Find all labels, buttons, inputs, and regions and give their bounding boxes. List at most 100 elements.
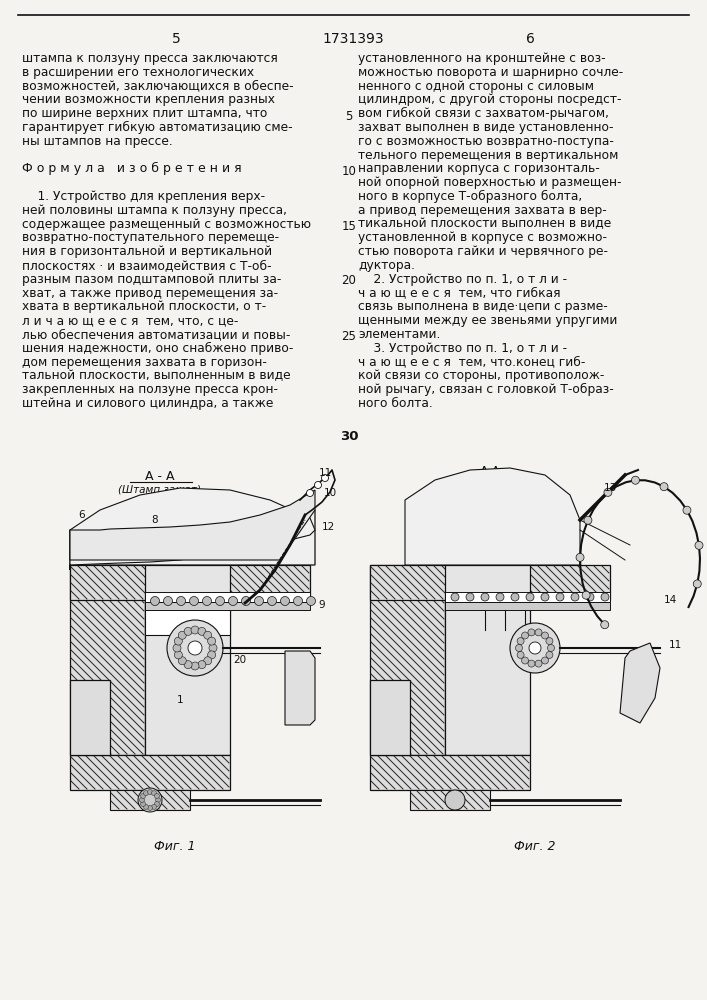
Text: щенными между ее звеньями упругими: щенными между ее звеньями упругими: [358, 314, 617, 327]
Circle shape: [695, 541, 703, 549]
Circle shape: [178, 631, 186, 639]
Circle shape: [208, 651, 216, 659]
Circle shape: [631, 476, 639, 484]
Bar: [445, 592, 610, 602]
Text: 8: 8: [152, 515, 158, 525]
Circle shape: [522, 657, 529, 664]
Text: 1. Устройство для крепления верх-: 1. Устройство для крепления верх-: [22, 190, 265, 203]
Circle shape: [144, 791, 148, 796]
Text: ния в горизонтальной и вертикальной: ния в горизонтальной и вертикальной: [22, 245, 272, 258]
Bar: [445, 565, 530, 755]
Text: возвратно-поступательного перемеще-: возвратно-поступательного перемеще-: [22, 231, 279, 244]
Circle shape: [198, 627, 206, 635]
Circle shape: [209, 644, 217, 652]
Text: Ф о р м у л а   и з о б р е т е н и я: Ф о р м у л а и з о б р е т е н и я: [22, 162, 242, 175]
Circle shape: [189, 596, 199, 605]
Text: ненного с одной стороны с силовым: ненного с одной стороны с силовым: [358, 80, 594, 93]
Text: 6: 6: [78, 510, 86, 520]
Circle shape: [204, 657, 211, 665]
Circle shape: [601, 621, 609, 629]
Circle shape: [542, 657, 549, 664]
Text: 5: 5: [345, 110, 353, 123]
Text: Фиг. 1: Фиг. 1: [154, 840, 196, 853]
Circle shape: [177, 596, 185, 605]
Text: ч а ю щ е е с я  тем, что гибкая: ч а ю щ е е с я тем, что гибкая: [358, 287, 561, 300]
Circle shape: [175, 637, 182, 645]
Text: ного болта.: ного болта.: [358, 397, 433, 410]
Text: тальной плоскости, выполненным в виде: тальной плоскости, выполненным в виде: [22, 369, 291, 382]
Circle shape: [148, 806, 153, 810]
Circle shape: [151, 791, 156, 796]
Circle shape: [141, 802, 146, 806]
Circle shape: [601, 593, 609, 601]
Text: можностью поворота и шарнирно сочле-: можностью поворота и шарнирно сочле-: [358, 66, 624, 79]
Circle shape: [184, 661, 192, 669]
Bar: [70, 680, 110, 755]
Circle shape: [541, 593, 549, 601]
Circle shape: [451, 593, 459, 601]
Text: 1: 1: [177, 695, 183, 705]
Text: связь выполнена в виде·цепи с разме-: связь выполнена в виде·цепи с разме-: [358, 300, 608, 313]
Text: гарантирует гибкую автоматизацию сме-: гарантирует гибкую автоматизацию сме-: [22, 121, 293, 134]
Circle shape: [315, 482, 322, 488]
Text: содержащее размещенный с возможностью: содержащее размещенный с возможностью: [22, 218, 311, 231]
Text: штампа к ползуну пресса заключаются: штампа к ползуну пресса заключаются: [22, 52, 278, 65]
Text: хват, а также привод перемещения за-: хват, а также привод перемещения за-: [22, 287, 278, 300]
Polygon shape: [70, 510, 315, 565]
Circle shape: [208, 637, 216, 645]
Circle shape: [154, 802, 159, 806]
Circle shape: [526, 593, 534, 601]
Text: 20: 20: [341, 274, 356, 287]
Circle shape: [511, 593, 519, 601]
Bar: [145, 602, 310, 610]
Circle shape: [535, 629, 542, 636]
Circle shape: [188, 641, 202, 655]
Text: л и ч а ю щ е е с я  тем, что, с це-: л и ч а ю щ е е с я тем, что, с це-: [22, 314, 238, 327]
Text: тикальной плоскости выполнен в виде: тикальной плоскости выполнен в виде: [358, 218, 612, 231]
Text: 11: 11: [668, 640, 682, 650]
Text: ной рычагу, связан с головкой Т-образ-: ной рычагу, связан с головкой Т-образ-: [358, 383, 614, 396]
Text: (Штамп разжат): (Штамп разжат): [445, 479, 534, 489]
Circle shape: [191, 662, 199, 670]
Polygon shape: [145, 565, 230, 755]
Text: стью поворота гайки и червячного ре-: стью поворота гайки и червячного ре-: [358, 245, 608, 258]
Text: 30: 30: [340, 430, 358, 443]
Circle shape: [202, 596, 211, 605]
Circle shape: [576, 553, 584, 561]
Circle shape: [542, 632, 549, 639]
Text: 2. Устройство по п. 1, о т л и -: 2. Устройство по п. 1, о т л и -: [358, 273, 567, 286]
Bar: [370, 565, 445, 755]
Text: ны штампов на прессе.: ны штампов на прессе.: [22, 135, 173, 148]
Text: установленной в корпусе с возможно-: установленной в корпусе с возможно-: [358, 231, 607, 244]
Text: цилиндром, с другой стороны посредст-: цилиндром, с другой стороны посредст-: [358, 93, 621, 106]
Polygon shape: [405, 468, 580, 565]
Text: ной опорной поверхностью и размещен-: ной опорной поверхностью и размещен-: [358, 176, 621, 189]
Circle shape: [293, 596, 303, 605]
Circle shape: [528, 660, 535, 667]
Text: лью обеспечения автоматизации и повы-: лью обеспечения автоматизации и повы-: [22, 328, 291, 341]
Text: 10: 10: [341, 165, 356, 178]
Text: в расширении его технологических: в расширении его технологических: [22, 66, 254, 79]
Circle shape: [144, 804, 148, 809]
Circle shape: [175, 651, 182, 659]
Text: 13: 13: [603, 483, 617, 493]
Circle shape: [138, 788, 162, 812]
Circle shape: [255, 596, 264, 605]
Circle shape: [522, 632, 529, 639]
Circle shape: [584, 516, 592, 524]
Circle shape: [517, 651, 524, 658]
Text: Фиг. 2: Фиг. 2: [514, 840, 556, 853]
Text: (Штамп зажат): (Штамп зажат): [119, 484, 201, 494]
Circle shape: [466, 593, 474, 601]
Circle shape: [154, 794, 159, 798]
Circle shape: [184, 627, 192, 635]
Bar: [70, 565, 145, 755]
Circle shape: [535, 660, 542, 667]
Circle shape: [267, 596, 276, 605]
Text: 1731393: 1731393: [322, 32, 384, 46]
Bar: [145, 592, 310, 602]
Circle shape: [178, 657, 186, 665]
Circle shape: [141, 794, 146, 798]
Circle shape: [515, 645, 522, 652]
Text: а привод перемещения захвата в вер-: а привод перемещения захвата в вер-: [358, 204, 607, 217]
